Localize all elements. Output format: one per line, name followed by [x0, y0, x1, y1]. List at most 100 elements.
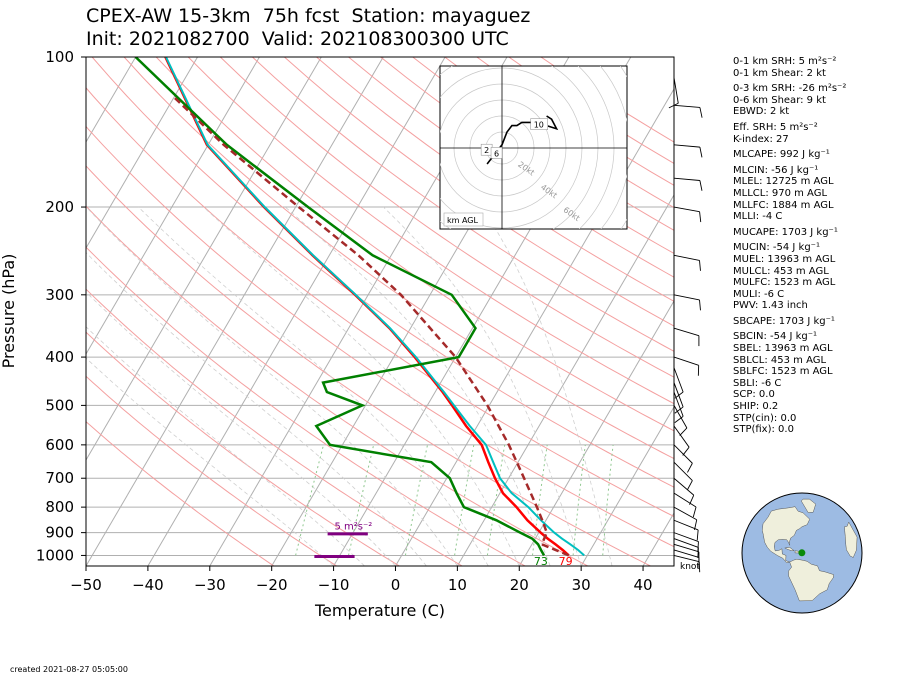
- wind-barb-flag: [674, 415, 684, 424]
- wind-barb: [673, 538, 699, 548]
- wind-barb-flag: [687, 480, 693, 490]
- y-tick-label: 500: [45, 396, 74, 414]
- wind-barbs: [668, 77, 703, 573]
- station-marker: [798, 549, 806, 557]
- moist-adiabat: [86, 357, 334, 566]
- hodograph-height-box: [530, 118, 548, 130]
- wind-barb: [673, 254, 700, 261]
- sounding-index-line: 0-1 km Shear: 2 kt: [733, 67, 826, 79]
- mixing-ratio-line: [602, 444, 614, 556]
- isotherm-line: [580, 406, 674, 566]
- sounding-index-line: MLCIN: -56 J kg⁻¹: [733, 164, 819, 176]
- isotherm-line: [86, 57, 198, 250]
- hodograph-height-box: [490, 147, 503, 159]
- x-tick-label: 20: [510, 576, 529, 594]
- wind-barb-flag: [697, 541, 699, 552]
- sounding-index-line: SBLCL: 453 m AGL: [733, 354, 827, 366]
- hodograph-unit-label: km AGL: [447, 216, 479, 225]
- hodograph-height-label: 10: [534, 121, 544, 130]
- x-tick-label: −30: [194, 576, 226, 594]
- plot-frame: [85, 56, 675, 567]
- dewpoint-value-label: 73: [534, 555, 548, 568]
- isotherm-line: [86, 57, 260, 356]
- wind-barb-flag: [682, 446, 690, 456]
- dry-adiabat: [86, 288, 463, 566]
- chart-title-line-1: CPEX-AW 15-3km 75h fcst Station: mayague…: [86, 5, 531, 27]
- dry-adiabat: [123, 57, 674, 460]
- y-tick-label: 200: [45, 198, 74, 216]
- mixing-ratio-line: [486, 444, 506, 556]
- hodograph-height-label: 2: [484, 146, 489, 155]
- wind-barb-flag: [674, 391, 684, 399]
- hodograph-height-label: 6: [494, 149, 499, 158]
- parcel-profile: [172, 95, 570, 557]
- isotherm-line: [456, 194, 674, 566]
- sounding-index-line: MLCAPE: 992 J kg⁻¹: [733, 149, 830, 161]
- wind-barb: [673, 555, 700, 563]
- south-america-landmass: [788, 558, 834, 602]
- sounding-index-line: MLLI: -4 C: [733, 211, 783, 223]
- isotherm-line: [518, 300, 674, 566]
- dewpoint-profile: [134, 57, 546, 557]
- x-tick-label: 30: [572, 576, 591, 594]
- wind-barb-flag: [699, 147, 703, 158]
- wind-barb-flag: [687, 463, 693, 473]
- sounding-index-line: 0-6 km Shear: 9 kt: [733, 94, 826, 106]
- mixing-ratio-line: [454, 444, 475, 556]
- y-tick-label: 400: [45, 348, 74, 366]
- dry-adiabat: [155, 57, 674, 432]
- sounding-index-line: MULCL: 453 m AGL: [733, 265, 829, 277]
- sounding-index-line: 0-1 km SRH: 5 m²s⁻²: [733, 56, 837, 67]
- wind-barb: [673, 327, 700, 337]
- dry-adiabat: [284, 57, 674, 327]
- wind-barb-flag: [699, 107, 703, 118]
- wind-barb: [673, 543, 700, 553]
- sounding-index-line: SBCAPE: 1703 J kg⁻¹: [733, 315, 835, 327]
- wind-barb: [673, 405, 688, 429]
- moist-adiabat: [383, 206, 582, 566]
- wind-barb: [673, 425, 690, 448]
- x-tick-label: −50: [70, 576, 102, 594]
- wind-barb-flag: [679, 427, 688, 436]
- y-tick-label: 300: [45, 286, 74, 304]
- dry-adiabat: [316, 57, 674, 302]
- sounding-index-line: MULI: -6 C: [733, 288, 785, 300]
- wind-barb: [673, 532, 699, 542]
- wind-barb: [673, 382, 684, 408]
- sounding-index-line: STP(fix): 0.0: [733, 424, 794, 436]
- cuba-landmass: [783, 547, 795, 551]
- globe-land-group: [762, 498, 858, 602]
- y-tick-label: 700: [45, 469, 74, 487]
- x-tick-label: −40: [132, 576, 164, 594]
- wind-barb: [673, 492, 697, 508]
- dry-adiabat: [86, 246, 526, 566]
- dry-adiabat: [86, 165, 651, 566]
- sounding-index-line: K-index: 27: [733, 133, 789, 145]
- y-tick-label: 1000: [36, 546, 74, 564]
- y-tick-label: 900: [45, 524, 74, 542]
- created-timestamp: created 2021-08-27 05:05:00: [10, 665, 128, 674]
- africa-landmass: [844, 521, 858, 558]
- wind-barb: [673, 461, 693, 481]
- grid-lines: [86, 57, 674, 566]
- wind-barb-flag: [699, 211, 702, 223]
- dry-adiabat: [252, 57, 674, 352]
- wind-barb-flag: [696, 529, 699, 541]
- sounding-index-line: SBEL: 13963 m AGL: [733, 343, 833, 355]
- wind-barb-flag: [699, 180, 703, 191]
- mixing-ratio-line: [348, 444, 375, 556]
- x-tick-label: −20: [256, 576, 288, 594]
- wind-barb-flag: [699, 299, 701, 311]
- dry-adiabat: [348, 57, 674, 278]
- sounding-index-line: SBLI: -6 C: [733, 377, 782, 389]
- x-axis-label: Temperature (C): [314, 601, 445, 620]
- wind-barb: [673, 206, 700, 213]
- sounding-index-line: 0-3 km SRH: -26 m²s⁻²: [733, 83, 847, 95]
- srh_bar-value-label: 5 m²s⁻²: [334, 521, 372, 532]
- globe-outline: [741, 492, 863, 614]
- moist-adiabat: [203, 206, 520, 566]
- wind-barb-flag: [674, 406, 684, 414]
- moist-adiabat: [284, 206, 551, 566]
